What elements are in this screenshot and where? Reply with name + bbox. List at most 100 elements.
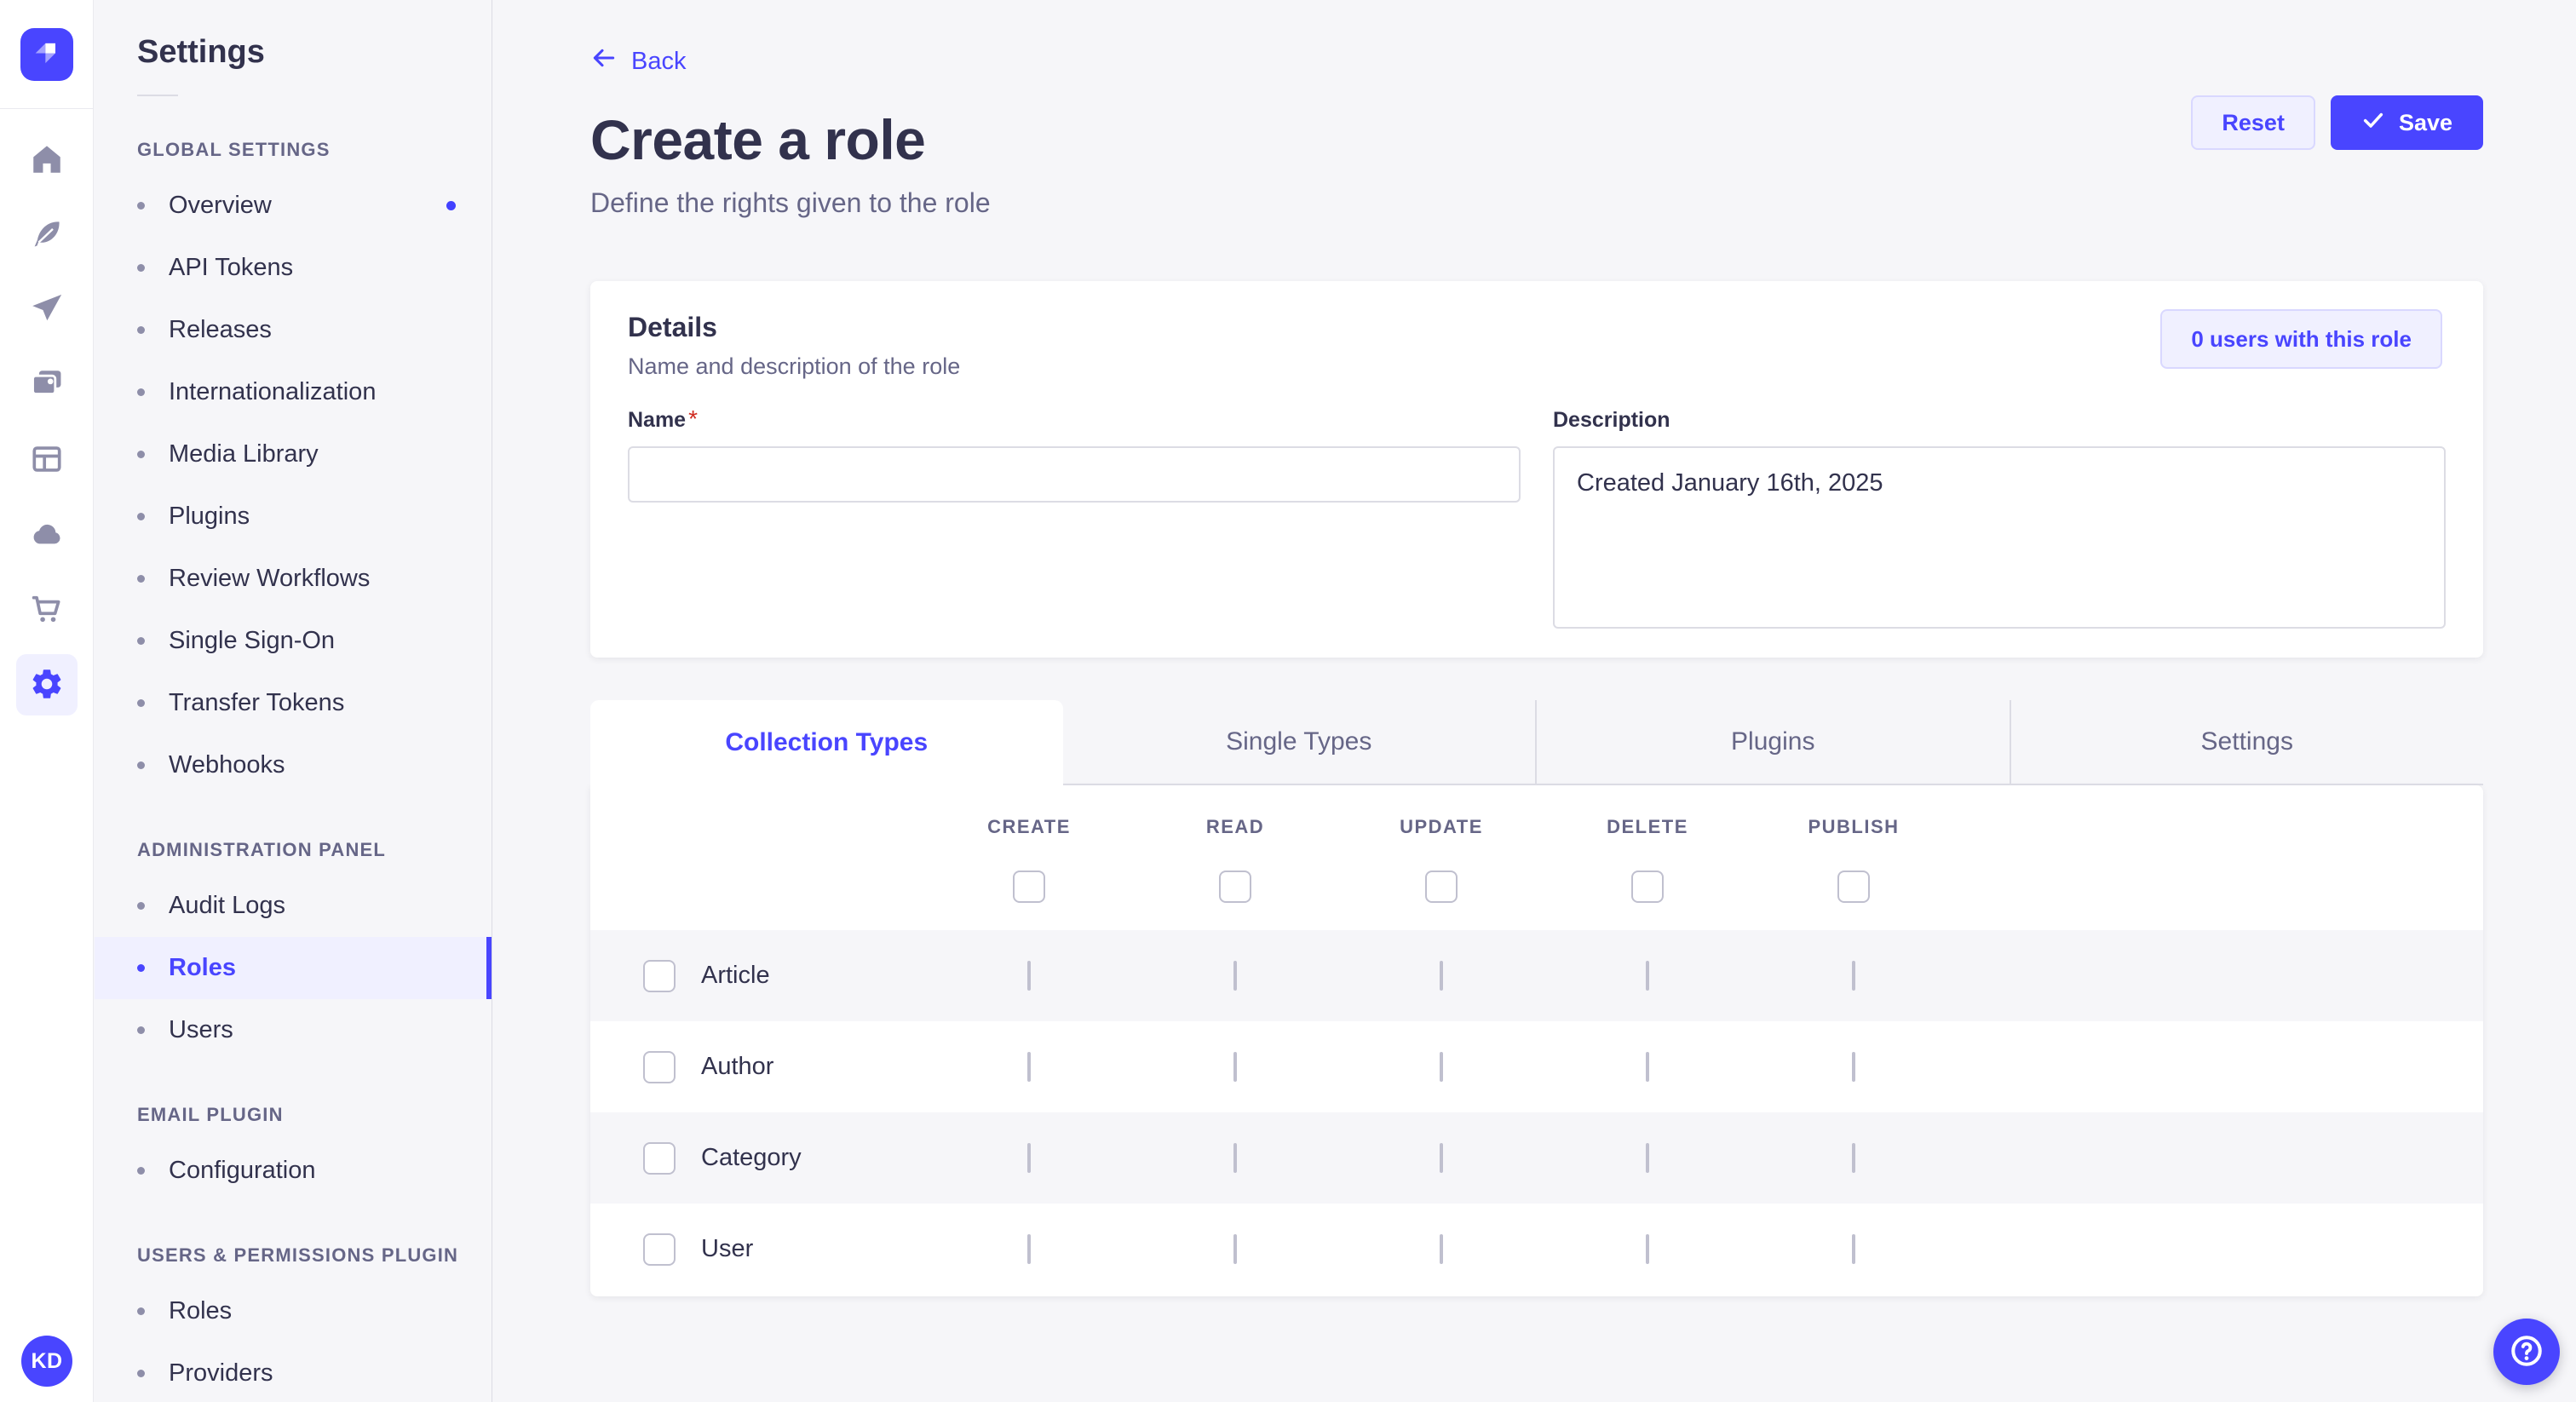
- sidebar-item-roles[interactable]: Roles: [95, 937, 492, 999]
- author-create-checkbox[interactable]: [1027, 1051, 1031, 1082]
- author-update-checkbox[interactable]: [1440, 1051, 1443, 1082]
- column-header-delete: DELETE: [1607, 816, 1688, 837]
- row-checkbox-author[interactable]: [643, 1050, 676, 1083]
- role-name-input[interactable]: [628, 446, 1521, 503]
- user-delete-checkbox[interactable]: [1646, 1233, 1649, 1264]
- sidebar-item-label: Overview: [169, 192, 272, 219]
- user-publish-checkbox[interactable]: [1852, 1233, 1855, 1264]
- sidebar-item-roles[interactable]: Roles: [95, 1280, 492, 1342]
- author-delete-checkbox[interactable]: [1646, 1051, 1649, 1082]
- role-description-textarea[interactable]: Created January 16th, 2025: [1553, 446, 2446, 629]
- sidebar-section-email-plugin: EMAIL PLUGIN Configuration: [95, 1102, 492, 1202]
- category-read-checkbox[interactable]: [1233, 1142, 1237, 1173]
- sidebar-item-media-library[interactable]: Media Library: [95, 423, 492, 486]
- rail-item-paper-plane[interactable]: [16, 279, 78, 341]
- tab-plugins[interactable]: Plugins: [1535, 700, 2010, 785]
- sidebar-item-plugins[interactable]: Plugins: [95, 486, 492, 548]
- back-link[interactable]: Back: [590, 0, 686, 78]
- bullet-icon: [137, 1026, 145, 1034]
- sidebar-item-label: Review Workflows: [169, 565, 371, 592]
- tab-single-types[interactable]: Single Types: [1062, 700, 1535, 785]
- rail-item-cloud[interactable]: [16, 504, 78, 566]
- sidebar-item-users[interactable]: Users: [95, 999, 492, 1061]
- rail-item-layout[interactable]: [16, 429, 78, 491]
- select-all-read-checkbox[interactable]: [1219, 871, 1251, 903]
- sidebar-item-single-sign-on[interactable]: Single Sign-On: [95, 610, 492, 672]
- paper-plane-icon: [29, 291, 65, 330]
- sidebar-item-label: Transfer Tokens: [169, 689, 345, 716]
- category-create-checkbox[interactable]: [1027, 1142, 1031, 1173]
- row-checkbox-category[interactable]: [643, 1141, 676, 1175]
- user-update-checkbox[interactable]: [1440, 1233, 1443, 1264]
- details-fields: Name * Description Created January 16th, …: [628, 405, 2446, 635]
- reset-button[interactable]: Reset: [2191, 95, 2315, 150]
- layout-icon: [29, 441, 65, 480]
- sidebar-item-transfer-tokens[interactable]: Transfer Tokens: [95, 672, 492, 734]
- category-update-checkbox[interactable]: [1440, 1142, 1443, 1173]
- sidebar-item-internationalization[interactable]: Internationalization: [95, 361, 492, 423]
- rail-item-feather[interactable]: [16, 204, 78, 266]
- sidebar-list: Configuration: [95, 1140, 492, 1202]
- sidebar-item-providers[interactable]: Providers: [95, 1342, 492, 1402]
- save-button[interactable]: Save: [2330, 95, 2483, 150]
- sidebar-item-webhooks[interactable]: Webhooks: [95, 734, 492, 796]
- row-label: Article: [701, 962, 770, 989]
- row-label: Category: [701, 1144, 802, 1171]
- cell-author-update: [1440, 1051, 1443, 1082]
- select-all-publish-checkbox[interactable]: [1837, 871, 1870, 903]
- select-all-delete-checkbox[interactable]: [1631, 871, 1664, 903]
- cell-user-update: [1440, 1233, 1443, 1264]
- row-checkbox-article[interactable]: [643, 959, 676, 992]
- category-publish-checkbox[interactable]: [1852, 1142, 1855, 1173]
- select-all-create-checkbox[interactable]: [1013, 871, 1045, 903]
- rail-item-home[interactable]: [16, 129, 78, 191]
- rail-item-gear[interactable]: [15, 654, 78, 715]
- article-publish-checkbox[interactable]: [1852, 960, 1855, 991]
- select-all-update-checkbox[interactable]: [1425, 871, 1458, 903]
- bullet-icon: [137, 699, 145, 707]
- rail-item-cart[interactable]: [16, 579, 78, 641]
- cloud-icon: [29, 516, 65, 554]
- help-button[interactable]: [2493, 1319, 2560, 1385]
- description-label: Description: [1553, 408, 1670, 432]
- sidebar-item-releases[interactable]: Releases: [95, 299, 492, 361]
- article-update-checkbox[interactable]: [1440, 960, 1443, 991]
- back-label: Back: [631, 47, 687, 75]
- sidebar-item-review-workflows[interactable]: Review Workflows: [95, 548, 492, 610]
- category-delete-checkbox[interactable]: [1646, 1142, 1649, 1173]
- article-create-checkbox[interactable]: [1027, 960, 1031, 991]
- cart-icon: [29, 591, 65, 629]
- sidebar-item-overview[interactable]: Overview: [95, 175, 492, 237]
- users-with-role-button[interactable]: 0 users with this role: [2160, 309, 2442, 369]
- strapi-logo-icon: [30, 34, 64, 74]
- tab-settings[interactable]: Settings: [2009, 700, 2483, 785]
- sidebar-section-users-permissions-plugin: USERS & PERMISSIONS PLUGIN Roles Providers: [95, 1243, 492, 1402]
- cell-author-publish: [1852, 1051, 1855, 1082]
- required-mark: *: [688, 405, 698, 432]
- sidebar-section-header: GLOBAL SETTINGS: [137, 139, 331, 160]
- column-header-read: READ: [1205, 816, 1265, 837]
- rail-item-media[interactable]: [16, 354, 78, 416]
- header-actions: Reset Save: [2191, 95, 2483, 150]
- column-header-create: CREATE: [987, 816, 1071, 837]
- media-icon: [29, 366, 65, 405]
- row-checkbox-user[interactable]: [643, 1232, 676, 1266]
- avatar[interactable]: KD: [21, 1336, 72, 1387]
- tab-collection-types[interactable]: Collection Types: [590, 700, 1063, 785]
- sidebar-item-label: API Tokens: [169, 254, 294, 281]
- article-read-checkbox[interactable]: [1233, 960, 1237, 991]
- sidebar-item-configuration[interactable]: Configuration: [95, 1140, 492, 1202]
- sidebar-section-header: EMAIL PLUGIN: [137, 1104, 284, 1125]
- sidebar-item-api-tokens[interactable]: API Tokens: [95, 237, 492, 299]
- bullet-icon: [137, 964, 145, 972]
- sidebar-item-audit-logs[interactable]: Audit Logs: [95, 875, 492, 937]
- strapi-logo[interactable]: [20, 27, 73, 81]
- cell-article-create: [1027, 960, 1031, 991]
- user-read-checkbox[interactable]: [1233, 1233, 1237, 1264]
- article-delete-checkbox[interactable]: [1646, 960, 1649, 991]
- page-subtitle: Define the rights given to the role: [590, 187, 991, 218]
- user-create-checkbox[interactable]: [1027, 1233, 1031, 1264]
- sidebar-section-header: ADMINISTRATION PANEL: [137, 839, 387, 860]
- author-read-checkbox[interactable]: [1233, 1051, 1237, 1082]
- author-publish-checkbox[interactable]: [1852, 1051, 1855, 1082]
